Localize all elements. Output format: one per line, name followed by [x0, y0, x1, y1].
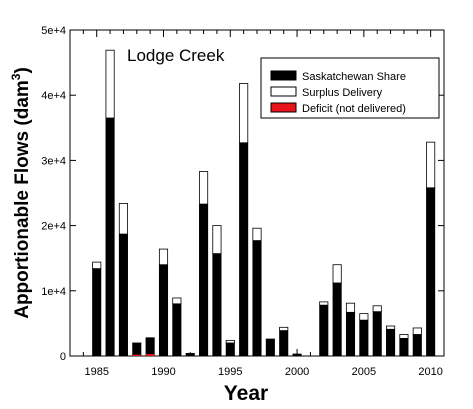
- y-axis-title: Apportionable Flows (dam3): [9, 67, 33, 319]
- bar-surplus: [332, 264, 342, 284]
- bar-share: [265, 338, 275, 357]
- bar-share: [332, 282, 342, 357]
- bar-deficit: [146, 354, 155, 356]
- bar-surplus: [345, 302, 356, 313]
- bar-surplus: [212, 225, 222, 255]
- y-axis-title-sup: 3: [9, 73, 23, 80]
- bar-share: [212, 253, 222, 357]
- legend: Saskatchewan Share Surplus Delivery Defi…: [260, 57, 440, 119]
- x-tick-label: 1995: [218, 366, 242, 378]
- legend-label-share: Saskatchewan Share: [302, 71, 406, 83]
- bar-share: [158, 264, 169, 357]
- x-tick-label: 2010: [418, 366, 442, 378]
- y-tick-label: 0: [60, 351, 66, 363]
- bar-deficit: [132, 354, 141, 356]
- bar-share: [172, 303, 182, 357]
- chart-title: Lodge Creek: [127, 46, 225, 65]
- y-tick-label: 2e+4: [41, 221, 66, 233]
- bar-surplus: [105, 49, 115, 119]
- legend-label-deficit: Deficit (not delivered): [302, 103, 406, 115]
- x-tick-label: 2005: [352, 366, 376, 378]
- legend-label-surplus: Surplus Delivery: [302, 87, 383, 99]
- x-tick-label: 1990: [151, 366, 175, 378]
- y-tick-label: 4e+4: [41, 90, 66, 102]
- x-tick-label: 1985: [84, 366, 108, 378]
- bar-share: [399, 337, 409, 357]
- bar-share: [145, 337, 155, 357]
- bar-share: [118, 233, 128, 357]
- bar-surplus: [239, 83, 249, 144]
- bar-share: [225, 342, 235, 357]
- bar-share: [386, 328, 396, 357]
- bar-share: [426, 187, 436, 357]
- bar-share: [185, 352, 195, 357]
- bar-share: [132, 342, 142, 357]
- bar-surplus: [172, 297, 182, 305]
- bar-surplus: [279, 326, 289, 331]
- bar-surplus: [412, 327, 422, 335]
- y-axis: 0 1e+4 2e+4 3e+4 4e+4 5e+4: [41, 25, 444, 363]
- y-tick-label: 3e+4: [41, 155, 66, 167]
- bar-share: [92, 268, 102, 357]
- legend-swatch-surplus: [270, 86, 297, 97]
- legend-swatch-share: [270, 70, 297, 81]
- y-axis-title-close: ): [12, 67, 33, 73]
- bar-surplus: [399, 334, 409, 339]
- bar-share: [239, 142, 249, 357]
- bar-surplus: [225, 339, 235, 344]
- bar-share: [279, 330, 289, 357]
- bar-share: [199, 203, 209, 357]
- x-axis-title: Year: [224, 382, 268, 405]
- bar-share: [105, 117, 115, 357]
- bar-surplus: [359, 313, 369, 321]
- bar-surplus: [252, 227, 262, 241]
- bar-surplus: [118, 203, 128, 235]
- bar-surplus: [92, 261, 102, 270]
- bar-share: [252, 240, 262, 357]
- bar-surplus: [386, 325, 396, 330]
- bar-share: [292, 353, 302, 357]
- bar-surplus: [372, 305, 382, 313]
- legend-swatch-deficit: [270, 102, 297, 113]
- bar-share: [372, 311, 382, 357]
- bar-share: [319, 304, 329, 357]
- bar-surplus: [319, 301, 329, 306]
- bar-share: [412, 334, 422, 357]
- bar-surplus: [426, 141, 436, 189]
- bars-group: [92, 49, 436, 357]
- bar-surplus: [199, 171, 209, 205]
- bar-surplus: [158, 248, 169, 266]
- bar-share: [345, 311, 356, 357]
- y-tick-label: 1e+4: [41, 286, 66, 298]
- bar-share: [359, 319, 369, 357]
- x-tick-label: 2000: [285, 366, 309, 378]
- y-axis-title-main: Apportionable Flows (dam: [12, 80, 33, 319]
- y-tick-label: 5e+4: [41, 25, 66, 37]
